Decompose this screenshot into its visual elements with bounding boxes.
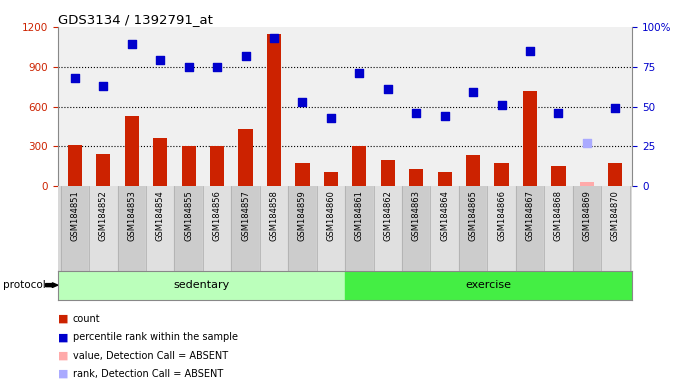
Bar bbox=[544, 186, 573, 271]
Bar bbox=[466, 155, 480, 186]
Point bbox=[155, 57, 166, 63]
Bar bbox=[61, 186, 89, 271]
Text: ■: ■ bbox=[58, 369, 68, 379]
Text: GSM184865: GSM184865 bbox=[469, 190, 477, 241]
Point bbox=[439, 113, 450, 119]
Text: rank, Detection Call = ABSENT: rank, Detection Call = ABSENT bbox=[73, 369, 223, 379]
Point bbox=[610, 105, 621, 111]
Text: GSM184860: GSM184860 bbox=[326, 190, 335, 241]
Point bbox=[326, 115, 337, 121]
Point bbox=[269, 35, 279, 41]
Bar bbox=[494, 163, 509, 186]
Text: value, Detection Call = ABSENT: value, Detection Call = ABSENT bbox=[73, 351, 228, 361]
Point bbox=[297, 99, 308, 105]
Text: GSM184854: GSM184854 bbox=[156, 190, 165, 241]
Bar bbox=[551, 166, 566, 186]
Text: GSM184869: GSM184869 bbox=[582, 190, 592, 241]
Point bbox=[382, 86, 393, 92]
Text: GSM184855: GSM184855 bbox=[184, 190, 193, 241]
Text: GSM184863: GSM184863 bbox=[411, 190, 421, 242]
Point bbox=[496, 102, 507, 108]
Point bbox=[524, 48, 535, 54]
Point bbox=[553, 110, 564, 116]
Text: GDS3134 / 1392791_at: GDS3134 / 1392791_at bbox=[58, 13, 213, 26]
Bar bbox=[288, 186, 317, 271]
Point bbox=[211, 64, 222, 70]
Bar bbox=[295, 163, 309, 186]
Bar bbox=[608, 163, 622, 186]
Bar bbox=[430, 186, 459, 271]
Bar bbox=[402, 186, 430, 271]
Bar bbox=[118, 186, 146, 271]
Point bbox=[69, 75, 80, 81]
Text: GSM184851: GSM184851 bbox=[70, 190, 80, 241]
Point bbox=[240, 53, 251, 59]
Bar bbox=[437, 172, 452, 186]
Text: exercise: exercise bbox=[466, 280, 512, 290]
Bar bbox=[175, 186, 203, 271]
Text: percentile rank within the sample: percentile rank within the sample bbox=[73, 332, 238, 342]
Text: ■: ■ bbox=[58, 332, 68, 342]
Bar bbox=[182, 146, 196, 186]
Text: ■: ■ bbox=[58, 351, 68, 361]
Bar bbox=[580, 182, 594, 186]
Point bbox=[98, 83, 109, 89]
Bar bbox=[523, 91, 537, 186]
Bar bbox=[68, 145, 82, 186]
Text: sedentary: sedentary bbox=[173, 280, 230, 290]
Text: GSM184852: GSM184852 bbox=[99, 190, 108, 241]
Text: GSM184861: GSM184861 bbox=[355, 190, 364, 241]
Bar bbox=[381, 160, 395, 186]
Bar bbox=[203, 186, 231, 271]
Text: GSM184866: GSM184866 bbox=[497, 190, 506, 242]
Text: ■: ■ bbox=[58, 314, 68, 324]
Text: GSM184864: GSM184864 bbox=[440, 190, 449, 241]
Text: GSM184856: GSM184856 bbox=[213, 190, 222, 241]
Text: GSM184859: GSM184859 bbox=[298, 190, 307, 241]
Bar bbox=[345, 186, 373, 271]
Point bbox=[581, 140, 592, 146]
Point bbox=[468, 89, 479, 95]
Bar bbox=[373, 186, 402, 271]
Point bbox=[126, 41, 137, 48]
Bar bbox=[239, 129, 253, 186]
Text: GSM184868: GSM184868 bbox=[554, 190, 563, 242]
Bar bbox=[231, 186, 260, 271]
Bar bbox=[488, 186, 515, 271]
Bar bbox=[345, 271, 632, 300]
Bar bbox=[409, 169, 424, 186]
Bar bbox=[89, 186, 118, 271]
Point bbox=[183, 64, 194, 70]
Bar bbox=[210, 146, 224, 186]
Bar bbox=[153, 139, 167, 186]
Bar bbox=[58, 271, 345, 300]
Point bbox=[354, 70, 364, 76]
Bar bbox=[124, 116, 139, 186]
Text: GSM184870: GSM184870 bbox=[611, 190, 620, 241]
Bar bbox=[573, 186, 601, 271]
Text: GSM184857: GSM184857 bbox=[241, 190, 250, 241]
Bar bbox=[352, 146, 367, 186]
Bar bbox=[96, 154, 110, 186]
Bar bbox=[515, 186, 544, 271]
Bar bbox=[324, 172, 338, 186]
Point bbox=[411, 110, 422, 116]
Text: GSM184853: GSM184853 bbox=[127, 190, 136, 241]
Text: GSM184858: GSM184858 bbox=[269, 190, 279, 241]
Text: count: count bbox=[73, 314, 101, 324]
Bar bbox=[601, 186, 630, 271]
Text: protocol: protocol bbox=[3, 280, 46, 290]
Bar bbox=[267, 33, 281, 186]
Bar bbox=[459, 186, 488, 271]
Bar bbox=[260, 186, 288, 271]
Text: GSM184867: GSM184867 bbox=[526, 190, 534, 242]
Bar bbox=[146, 186, 175, 271]
Text: GSM184862: GSM184862 bbox=[384, 190, 392, 241]
Bar bbox=[317, 186, 345, 271]
